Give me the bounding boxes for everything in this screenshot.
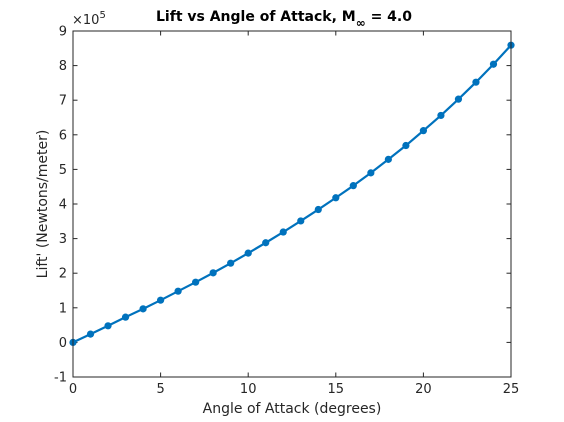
- y-tick-label: 8: [59, 59, 67, 74]
- data-point: [419, 127, 427, 135]
- chart-title-suffix: = 4.0: [366, 9, 413, 25]
- y-exponent-base: ×10: [72, 13, 99, 28]
- data-point: [472, 78, 480, 86]
- axes-box: [72, 30, 512, 378]
- data-point: [86, 330, 95, 338]
- data-point: [262, 239, 270, 247]
- x-tick-label: 10: [240, 382, 257, 397]
- data-point: [279, 228, 287, 236]
- data-point: [297, 217, 305, 225]
- data-point: [314, 205, 322, 214]
- chart-title-main: Lift vs Angle of Attack, M: [156, 9, 356, 25]
- y-tick-label: 5: [59, 163, 67, 178]
- data-point: [244, 249, 252, 257]
- y-tick-label: 7: [59, 94, 67, 109]
- y-tick-label: 1: [59, 301, 67, 316]
- y-tick-label: 4: [59, 198, 67, 213]
- y-tick-label: 2: [59, 267, 67, 282]
- y-exponent-power: 5: [99, 10, 105, 21]
- data-point: [349, 182, 357, 190]
- x-tick-label: 15: [328, 382, 345, 397]
- chart-title: Lift vs Angle of Attack, M∞ = 4.0: [156, 9, 412, 30]
- x-tick-label: 5: [156, 382, 164, 397]
- data-point: [104, 322, 112, 330]
- data-point: [121, 313, 130, 321]
- x-axis-label: Angle of Attack (degrees): [203, 401, 382, 417]
- data-point: [174, 287, 182, 295]
- data-point: [332, 194, 340, 202]
- data-point: [157, 296, 165, 304]
- x-tick-label: 20: [415, 382, 432, 397]
- x-tick-label: 0: [69, 382, 77, 397]
- data-point: [192, 278, 200, 286]
- chart-title-subscript: ∞: [356, 16, 366, 30]
- data-point: [454, 95, 463, 103]
- y-axis-label: Lift' (Newtons/meter): [35, 130, 51, 279]
- y-tick-label: -1: [54, 371, 67, 386]
- data-point: [402, 141, 410, 150]
- data-point: [489, 60, 498, 68]
- data-point: [227, 259, 235, 267]
- plot-area: [73, 31, 511, 377]
- data-point: [209, 269, 217, 277]
- y-tick-label: 3: [59, 232, 67, 247]
- data-point: [437, 111, 445, 120]
- y-axis-exponent: ×105: [72, 10, 106, 28]
- y-tick-label: 6: [59, 128, 67, 143]
- y-tick-label: 9: [59, 25, 67, 40]
- data-point: [384, 155, 392, 163]
- y-tick-label: 0: [59, 336, 67, 351]
- data-point: [367, 169, 375, 177]
- x-tick-label: 25: [503, 382, 520, 397]
- data-point: [139, 305, 147, 313]
